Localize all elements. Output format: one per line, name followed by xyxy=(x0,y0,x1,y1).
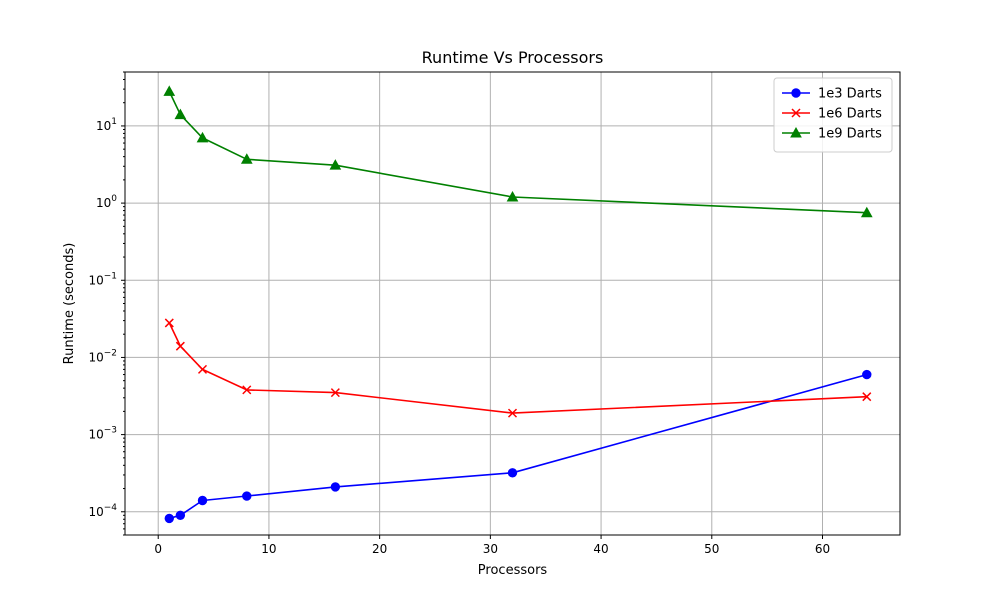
x-axis-label: Processors xyxy=(478,563,548,578)
grid xyxy=(125,72,900,535)
y-tick-label: 10−1 xyxy=(88,271,117,287)
legend: 1e3 Darts 1e6 Darts 1e9 Darts xyxy=(773,77,893,153)
data-point-1e6-darts xyxy=(197,364,208,374)
data-point-1e9-darts xyxy=(196,131,209,143)
data-point-1e9-darts xyxy=(506,190,519,202)
data-point-1e6-darts xyxy=(330,388,340,398)
data-point-1e9-darts xyxy=(329,159,342,170)
data-point-1e3-darts xyxy=(507,468,518,478)
data-point-1e9-darts xyxy=(163,85,176,96)
x-tick-label: 30 xyxy=(483,542,498,556)
legend-label: 1e9 Darts xyxy=(818,127,882,142)
legend-item: 1e9 Darts xyxy=(782,127,882,142)
x-tick-label: 60 xyxy=(815,542,830,556)
data-point-1e3-darts xyxy=(862,369,872,380)
data-point-1e3-darts xyxy=(175,510,186,521)
legend-marker xyxy=(790,126,802,138)
x-tick-label: 50 xyxy=(704,542,719,556)
data-point-1e6-darts xyxy=(242,385,252,395)
data-point-1e9-darts xyxy=(240,153,253,164)
data-point-1e9-darts xyxy=(860,206,873,218)
y-axis-label: Runtime (seconds) xyxy=(62,243,77,365)
data-point-1e6-darts xyxy=(507,408,518,418)
y-tick-label: 100 xyxy=(96,194,117,210)
data-point-1e3-darts xyxy=(330,482,341,492)
legend-marker xyxy=(791,108,801,118)
x-tick-label: 0 xyxy=(154,542,162,556)
data-point-1e6-darts xyxy=(164,318,174,328)
data-point-1e3-darts xyxy=(197,495,208,506)
x-tick-label: 10 xyxy=(261,542,276,556)
data-point-1e9-darts xyxy=(174,108,187,120)
legend-label: 1e3 Darts xyxy=(818,87,882,102)
y-tick-label: 101 xyxy=(96,117,117,133)
series-layer xyxy=(163,85,873,524)
data-point-1e6-darts xyxy=(862,392,872,402)
y-tick-label: 10−3 xyxy=(88,426,117,442)
legend-label: 1e6 Darts xyxy=(818,107,882,122)
x-tick-label: 20 xyxy=(372,542,387,556)
y-tick-label: 10−2 xyxy=(88,348,117,364)
x-tick-label: 40 xyxy=(593,542,608,556)
y-tick-label: 10−4 xyxy=(88,503,117,519)
legend-marker xyxy=(791,88,801,98)
data-point-1e3-darts xyxy=(164,513,174,524)
legend-item: 1e6 Darts xyxy=(782,107,882,122)
data-point-1e6-darts xyxy=(175,341,185,351)
chart-title: Runtime Vs Processors xyxy=(422,48,604,67)
data-point-1e3-darts xyxy=(242,491,252,501)
ticks: 0 10 20 30 40 50 60 10−4 10−3 10−2 10−1 100 101 xyxy=(88,71,830,556)
legend-item: 1e3 Darts xyxy=(782,87,882,102)
